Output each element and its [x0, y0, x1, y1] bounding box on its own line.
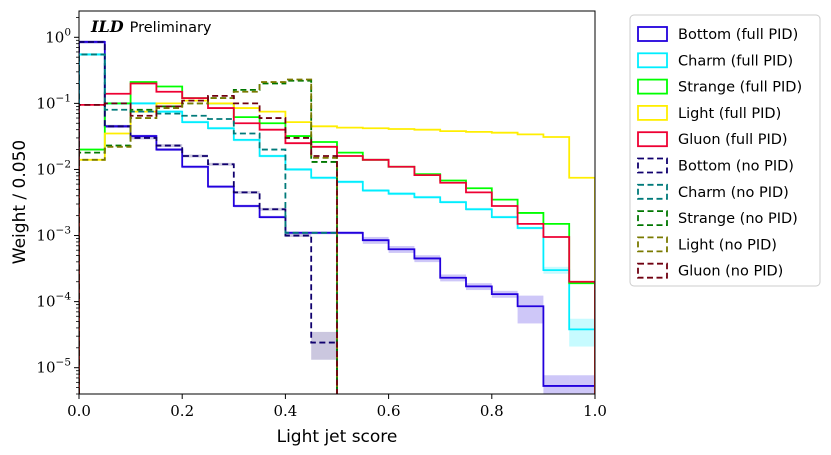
bottom-full-pid-band-18 [543, 375, 570, 394]
legend-swatch-bottom-full-pid [637, 26, 668, 42]
y-tick-label: 10−2 [36, 158, 71, 178]
bottom-no-pid-band-9 [311, 331, 337, 360]
legend-label-charm-no-pid: Charm (no PID) [678, 185, 789, 201]
experiment-name: ILD [90, 17, 124, 36]
experiment-annotation: ILD Preliminary [90, 17, 212, 36]
x-tick-label: 1.0 [583, 402, 607, 420]
legend-label-strange-full-pid: Strange (full PID) [678, 80, 802, 96]
x-tick-label: 0.0 [67, 402, 91, 420]
legend-label-gluon-full-pid: Gluon (full PID) [678, 132, 788, 148]
y-tick-label: 10−4 [36, 291, 71, 311]
legend-swatch-strange-full-pid [637, 78, 668, 95]
y-axis-label: Weight / 0.050 [10, 140, 30, 264]
x-axis-label: Light jet score [277, 427, 398, 447]
legend-swatch-charm-full-pid [637, 52, 668, 69]
legend-swatch-charm-no-pid [637, 183, 668, 200]
x-tick-label: 0.8 [480, 402, 504, 420]
bottom-no-pid-band-2 [130, 136, 157, 140]
bottom-no-pid-line [79, 41, 338, 394]
legend-swatch-gluon-no-pid [637, 262, 668, 279]
legend-swatch-gluon-full-pid [637, 131, 668, 148]
y-axis-ticks: 10−5 10−4 10−3 10−2 10−1 100 [36, 17, 79, 395]
legend-swatch-light-no-pid [637, 236, 668, 253]
bottom-full-pid-band-19 [569, 375, 595, 394]
charm-full-pid-band-19 [569, 318, 595, 347]
histogram-lines [79, 41, 595, 394]
plot-frame [78, 10, 596, 395]
y-tick-label: 10−3 [36, 225, 71, 245]
legend-label-charm-full-pid: Charm (full PID) [678, 53, 793, 69]
bottom-full-pid-band-17 [517, 295, 544, 324]
legend-swatch-bottom-no-pid [637, 157, 668, 174]
legend-label-bottom-full-pid: Bottom (full PID) [678, 27, 798, 43]
legend-label-strange-no-pid: Strange (no PID) [678, 211, 798, 227]
legend-label-bottom-no-pid: Bottom (no PID) [678, 159, 794, 175]
legend-swatch-strange-no-pid [637, 210, 668, 227]
x-tick-label: 0.4 [273, 402, 297, 420]
y-tick-label: 10−5 [36, 357, 71, 377]
x-tick-label: 0.2 [170, 402, 194, 420]
legend: Bottom (full PID) Charm (full PID) Strange… [629, 14, 821, 287]
x-tick-label: 0.6 [377, 402, 401, 420]
preliminary-label: Preliminary [130, 20, 212, 36]
y-tick-label: 100 [45, 26, 71, 46]
charm-no-pid-line [79, 53, 338, 394]
legend-label-gluon-no-pid: Gluon (no PID) [678, 264, 783, 280]
gluon-no-pid-line [79, 94, 338, 394]
legend-swatch-light-full-pid [637, 105, 668, 121]
y-tick-label: 10−1 [36, 92, 71, 112]
x-axis-ticks: 0.0 0.2 0.4 0.6 0.8 1.0 [67, 394, 607, 420]
legend-label-light-full-pid: Light (full PID) [678, 106, 781, 122]
gluon-full-pid-line [79, 82, 595, 394]
legend-label-light-no-pid: Light (no PID) [678, 237, 777, 253]
bottom-no-pid-band-5 [208, 162, 234, 166]
legend-frame [629, 14, 821, 287]
light-full-pid-line [79, 99, 595, 394]
